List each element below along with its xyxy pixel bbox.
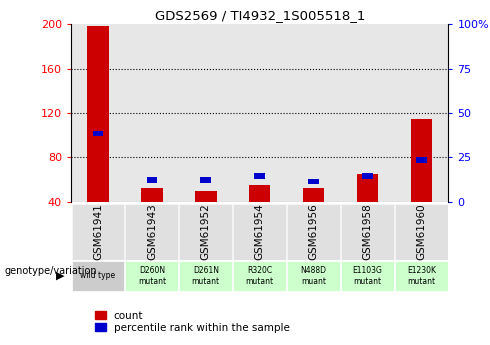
- Bar: [362, 174, 373, 179]
- FancyBboxPatch shape: [72, 261, 124, 291]
- Bar: [357, 174, 378, 202]
- Text: genotype/variation: genotype/variation: [5, 266, 98, 276]
- Bar: [249, 185, 270, 202]
- FancyBboxPatch shape: [233, 204, 286, 260]
- Text: GSM61941: GSM61941: [93, 204, 103, 260]
- Text: GSM61958: GSM61958: [363, 204, 372, 260]
- FancyBboxPatch shape: [125, 204, 178, 260]
- Bar: [254, 174, 265, 179]
- FancyBboxPatch shape: [341, 204, 394, 260]
- Bar: [341, 24, 394, 202]
- Bar: [125, 24, 179, 202]
- FancyBboxPatch shape: [341, 261, 394, 291]
- Bar: [141, 188, 163, 202]
- Bar: [195, 191, 217, 202]
- Text: GSM61956: GSM61956: [309, 204, 318, 260]
- FancyBboxPatch shape: [179, 204, 232, 260]
- Bar: [287, 24, 341, 202]
- Bar: [93, 131, 103, 136]
- FancyBboxPatch shape: [72, 204, 124, 260]
- FancyBboxPatch shape: [287, 204, 340, 260]
- FancyBboxPatch shape: [395, 204, 448, 260]
- Bar: [416, 157, 427, 163]
- Legend: count, percentile rank within the sample: count, percentile rank within the sample: [95, 311, 290, 333]
- Bar: [308, 179, 319, 184]
- Bar: [87, 26, 109, 202]
- Text: GSM61952: GSM61952: [201, 204, 211, 260]
- Bar: [394, 24, 448, 202]
- Text: N488D
muant: N488D muant: [300, 266, 327, 286]
- Bar: [71, 24, 125, 202]
- Bar: [233, 24, 287, 202]
- Bar: [303, 188, 324, 202]
- Text: D261N
mutant: D261N mutant: [192, 266, 220, 286]
- FancyBboxPatch shape: [395, 261, 448, 291]
- Text: wild type: wild type: [80, 272, 116, 280]
- Text: E1103G
mutant: E1103G mutant: [353, 266, 382, 286]
- Bar: [200, 177, 211, 183]
- FancyBboxPatch shape: [125, 261, 178, 291]
- Text: D260N
mutant: D260N mutant: [138, 266, 166, 286]
- Text: R320C
mutant: R320C mutant: [245, 266, 274, 286]
- FancyBboxPatch shape: [179, 261, 232, 291]
- Text: GSM61960: GSM61960: [416, 204, 426, 260]
- Title: GDS2569 / TI4932_1S005518_1: GDS2569 / TI4932_1S005518_1: [154, 9, 365, 22]
- Bar: [147, 177, 157, 183]
- Text: GSM61943: GSM61943: [147, 204, 157, 260]
- Bar: [179, 24, 233, 202]
- Bar: [411, 119, 432, 202]
- Text: E1230K
mutant: E1230K mutant: [407, 266, 436, 286]
- FancyBboxPatch shape: [287, 261, 340, 291]
- Text: GSM61954: GSM61954: [255, 204, 265, 260]
- FancyBboxPatch shape: [233, 261, 286, 291]
- Text: ▶: ▶: [56, 271, 65, 281]
